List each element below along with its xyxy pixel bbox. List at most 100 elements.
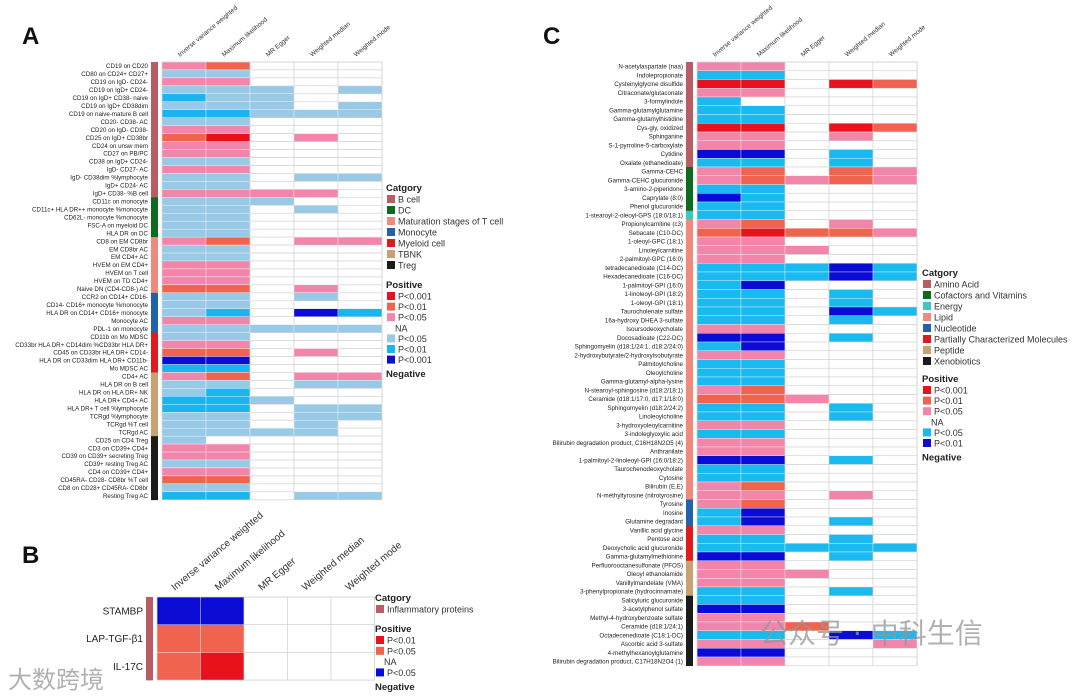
heatmap-row: CD19 on IgD+ CD24- xyxy=(89,85,383,95)
heatmap-cell xyxy=(337,308,383,317)
row-label: CD80 on CD24+ CD27+ xyxy=(81,71,148,78)
heatmap-row: Glutamine degradant xyxy=(625,516,918,527)
heatmap-cell xyxy=(293,260,339,270)
heatmap-cell xyxy=(205,388,251,397)
row-label: 1-linoleoyl-GPI (18:2) xyxy=(625,291,683,298)
heatmap-cell xyxy=(696,219,742,229)
legend-level-label: P<0.001 xyxy=(398,355,432,365)
heatmap-cell xyxy=(293,149,339,158)
heatmap-cell xyxy=(872,87,918,98)
category-bar-cell xyxy=(686,324,693,334)
row-label: HVEM on TD CD4+ xyxy=(94,278,148,285)
heatmap-cell xyxy=(337,141,383,150)
row-label: Methyl-4-hydroxybenzoate sulfate xyxy=(590,615,683,622)
heatmap-row: TCRgd %lymphocyte xyxy=(90,411,383,421)
heatmap-cell xyxy=(161,356,207,365)
heatmap-cell xyxy=(784,481,830,492)
heatmap-cell xyxy=(161,459,207,469)
heatmap-cell xyxy=(249,236,295,246)
legend-category-label: Energy xyxy=(934,302,963,312)
category-bar-cell xyxy=(151,340,158,349)
heatmap-row: CCR2 on CD14+ CD16- xyxy=(82,292,383,302)
row-label: 16a-hydroxy DHEA 3-sulfate xyxy=(605,317,684,324)
category-bar-cell xyxy=(686,88,693,98)
heatmap-cell xyxy=(872,376,918,387)
heatmap-cell xyxy=(249,133,295,142)
heatmap-cell xyxy=(740,271,786,281)
heatmap-cell xyxy=(872,341,918,352)
heatmap-cell xyxy=(740,245,786,255)
heatmap-cell xyxy=(249,372,295,381)
heatmap-cell xyxy=(696,175,742,185)
row-label: Docosadioate (C22-DC) xyxy=(617,335,683,342)
heatmap-cell xyxy=(872,280,918,290)
row-label: Gamma-CEHC glucuronide xyxy=(608,177,684,184)
heatmap-cell xyxy=(161,149,207,158)
heatmap-cell xyxy=(740,228,786,238)
row-label: Taurochenodeoxycholate xyxy=(614,466,683,473)
heatmap-cell xyxy=(828,490,874,500)
heatmap-cell xyxy=(249,117,295,126)
heatmap-cell xyxy=(784,114,830,124)
category-bar-cell xyxy=(686,447,693,457)
heatmap-cell xyxy=(696,508,742,518)
heatmap-cell xyxy=(293,332,339,341)
heatmap-cell xyxy=(872,70,918,80)
heatmap-cell xyxy=(784,166,830,177)
heatmap-cell xyxy=(249,396,295,405)
heatmap-cell xyxy=(205,276,251,286)
heatmap-cell xyxy=(740,516,786,526)
heatmap-cell xyxy=(872,481,918,492)
row-label: CD38 on IgD+ CD24- xyxy=(89,159,148,166)
legend-category-label: Nucleotide xyxy=(934,324,977,334)
column-header: Weighted median xyxy=(844,20,887,58)
legend-level-swatch xyxy=(387,355,395,364)
row-label: Propionylcarnitine (c3) xyxy=(621,221,683,228)
heatmap-row: Resting Treg AC xyxy=(103,491,383,501)
heatmap-cell xyxy=(696,368,742,378)
legend-level-label: P<0.01 xyxy=(387,636,416,646)
category-bar-cell xyxy=(686,578,693,588)
heatmap-cell xyxy=(872,184,918,194)
heatmap-cell xyxy=(205,149,251,158)
heatmap-cell xyxy=(872,228,918,238)
category-bar-cell xyxy=(151,428,158,437)
category-bar-cell xyxy=(151,69,158,79)
heatmap-cell xyxy=(161,348,207,357)
legend-swatch xyxy=(923,291,931,299)
heatmap-cell xyxy=(161,475,207,485)
category-bar-cell xyxy=(151,380,158,389)
heatmap-cell xyxy=(337,165,383,174)
legend-level-swatch xyxy=(387,313,395,322)
heatmap-cell xyxy=(784,656,830,667)
heatmap-cell xyxy=(337,404,383,413)
heatmap-row: TCRgd %T cell xyxy=(107,419,383,429)
category-bar-cell xyxy=(686,455,693,465)
heatmap-cell xyxy=(696,315,742,325)
heatmap-cell xyxy=(337,380,383,389)
heatmap-cell xyxy=(828,656,874,667)
category-bar-cell xyxy=(686,359,693,369)
category-bar-cell xyxy=(146,597,153,625)
row-label: CD11c on monocyte xyxy=(92,199,148,206)
row-label: Cytosine xyxy=(659,475,684,482)
category-bar-cell xyxy=(151,141,158,150)
heatmap-cell xyxy=(740,385,786,395)
heatmap-cell xyxy=(784,79,830,89)
heatmap-row: Sphingomyelin (d18:2/24:2) xyxy=(607,402,918,413)
row-label: 3-phenylpropionate (hydrocinnamate) xyxy=(580,589,683,596)
heatmap-cell xyxy=(784,394,830,404)
heatmap-cell xyxy=(872,254,918,264)
heatmap-cell xyxy=(828,595,874,605)
heatmap-cell xyxy=(872,192,918,203)
heatmap-cell xyxy=(337,157,383,166)
legend-level-swatch xyxy=(923,407,931,416)
heatmap-cell xyxy=(828,236,874,247)
row-label: IgD- CD38dim %lymphocyte xyxy=(70,175,148,182)
heatmap-cell xyxy=(696,210,742,220)
heatmap-row: CD39 on CD39+ secreting Treg xyxy=(62,451,383,461)
heatmap-cell xyxy=(249,340,295,349)
category-bar-cell xyxy=(686,228,693,238)
